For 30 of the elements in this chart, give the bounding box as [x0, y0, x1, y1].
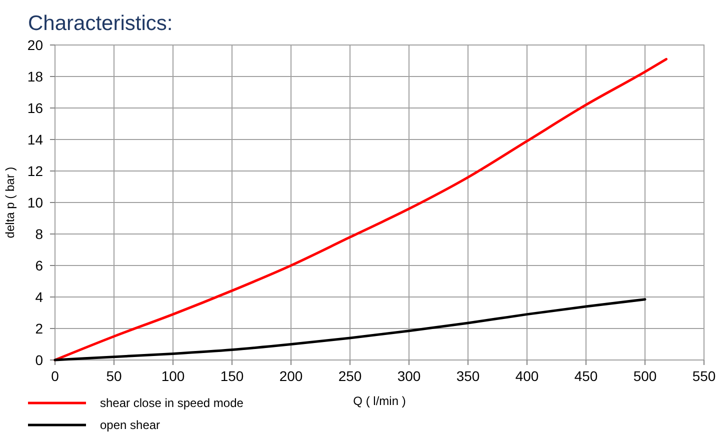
- x-tick-label: 450: [574, 368, 598, 384]
- y-axis-title: delta p ( bar ): [3, 166, 17, 238]
- y-tick-label: 8: [35, 226, 44, 242]
- y-tick-label: 16: [27, 100, 44, 116]
- x-tick-label: 150: [220, 368, 244, 384]
- y-tick-label: 12: [27, 163, 44, 179]
- x-tick-label: 350: [456, 368, 480, 384]
- x-tick-label: 50: [106, 368, 122, 384]
- y-tick-label: 18: [27, 68, 44, 84]
- y-tick-label: 0: [35, 352, 44, 368]
- y-tick-label: 20: [27, 37, 44, 53]
- x-tick-label: 500: [633, 368, 657, 384]
- x-tick-label: 300: [397, 368, 421, 384]
- legend-label: open shear: [100, 418, 160, 432]
- x-tick-label: 550: [692, 368, 716, 384]
- y-tick-label: 6: [35, 258, 44, 274]
- y-tick-label: 2: [35, 320, 44, 336]
- y-tick-label: 4: [35, 289, 44, 305]
- y-tick-label: 14: [27, 132, 44, 148]
- x-tick-label: 200: [279, 368, 303, 384]
- line-series: [54, 58, 668, 362]
- x-tick-label: 250: [338, 368, 362, 384]
- y-tick-label: 10: [27, 194, 44, 210]
- chart-title: Characteristics:: [28, 12, 173, 35]
- line-series: [54, 298, 646, 362]
- legend-label: shear close in speed mode: [100, 396, 244, 410]
- x-axis-title: Q ( l/min ): [353, 394, 406, 408]
- x-tick-label: 400: [515, 368, 539, 384]
- x-tick-label: 100: [161, 368, 185, 384]
- x-tick-label: 0: [51, 368, 60, 384]
